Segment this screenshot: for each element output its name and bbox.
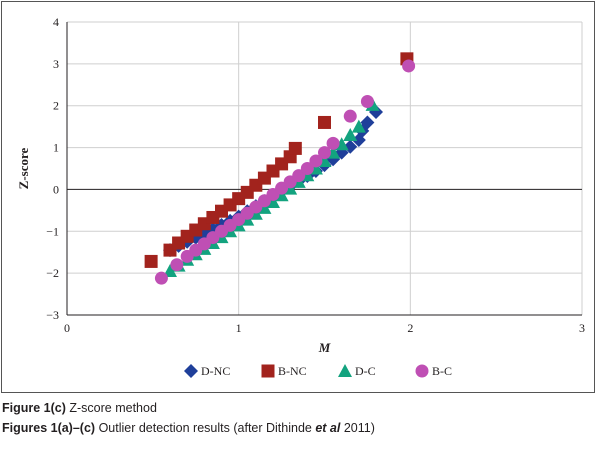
series-b-nc — [144, 52, 414, 268]
legend: D-NC B-NC D-C B-C — [184, 364, 452, 378]
y-tick-label: 3 — [53, 57, 59, 71]
point-d-nc — [343, 139, 358, 154]
legend-item-b-nc: B-NC — [261, 364, 307, 378]
y-tick-label: 0 — [53, 182, 59, 196]
legend-label-d-nc: D-NC — [201, 364, 230, 378]
figure-caption: Figure 1(c) Z-score method — [2, 401, 157, 415]
y-tick-label: −2 — [46, 266, 59, 280]
legend-marker-d-nc — [184, 364, 198, 378]
legend-marker-b-c — [415, 364, 429, 378]
point-b-c — [318, 146, 331, 160]
point-b-c — [300, 162, 314, 175]
point-d-c — [351, 119, 366, 133]
point-b-nc — [288, 141, 302, 155]
series-b-c — [154, 59, 416, 285]
figure-label: Figure 1(c) — [2, 401, 66, 415]
point-d-c — [163, 264, 177, 278]
point-b-c — [170, 258, 184, 272]
figures-caption: Figures 1(a)–(c) Outlier detection resul… — [2, 421, 375, 435]
data-series — [144, 52, 416, 285]
legend-marker-d-c — [338, 364, 352, 377]
x-tick-label: 2 — [407, 321, 413, 335]
axes — [66, 22, 582, 316]
point-b-nc — [318, 115, 331, 129]
legend-marker-b-nc — [261, 364, 275, 378]
point-b-c — [343, 109, 357, 123]
figures-text-after: 2011) — [340, 421, 375, 435]
tick-labels: 0 1 2 3 −3 −2 −1 0 1 2 3 4 — [46, 15, 585, 335]
legend-item-d-c: D-C — [338, 364, 376, 378]
point-b-c — [292, 169, 306, 183]
y-tick-label: 4 — [53, 15, 59, 29]
figures-text-italic: et al — [315, 421, 341, 435]
z-score-chart: 0 1 2 3 −3 −2 −1 0 1 2 3 4 M Z-score D-NC B-NC D-C B-C — [16, 15, 585, 378]
point-d-c — [343, 128, 358, 142]
figures-label: Figures 1(a)–(c) — [2, 421, 96, 435]
y-tick-label: 2 — [53, 99, 59, 113]
figure-text: Z-score method — [65, 401, 157, 415]
chart-frame: 0 1 2 3 −3 −2 −1 0 1 2 3 4 M Z-score D-NC B-NC D-C B-C — [1, 1, 595, 393]
point-b-c — [326, 136, 340, 150]
point-b-c — [154, 271, 168, 285]
point-b-nc — [144, 254, 158, 268]
y-axis-label: Z-score — [16, 147, 31, 189]
y-tick-label: −3 — [46, 308, 59, 322]
legend-item-d-nc: D-NC — [184, 364, 230, 378]
x-tick-label: 3 — [579, 321, 585, 335]
y-tick-label: −1 — [46, 224, 59, 238]
legend-label-b-c: B-C — [432, 364, 452, 378]
legend-label-b-nc: B-NC — [278, 364, 307, 378]
point-b-c — [309, 154, 323, 168]
x-tick-label: 1 — [236, 321, 242, 335]
figures-text-before: Outlier detection results (after Dithind… — [95, 421, 316, 435]
legend-item-b-c: B-C — [415, 364, 452, 378]
y-tick-label: 1 — [53, 141, 59, 155]
legend-label-d-c: D-C — [355, 364, 376, 378]
x-axis-label: M — [318, 340, 331, 355]
x-tick-label: 0 — [64, 321, 70, 335]
point-b-c — [402, 59, 416, 73]
point-d-nc — [360, 115, 375, 130]
point-b-c — [360, 95, 374, 109]
